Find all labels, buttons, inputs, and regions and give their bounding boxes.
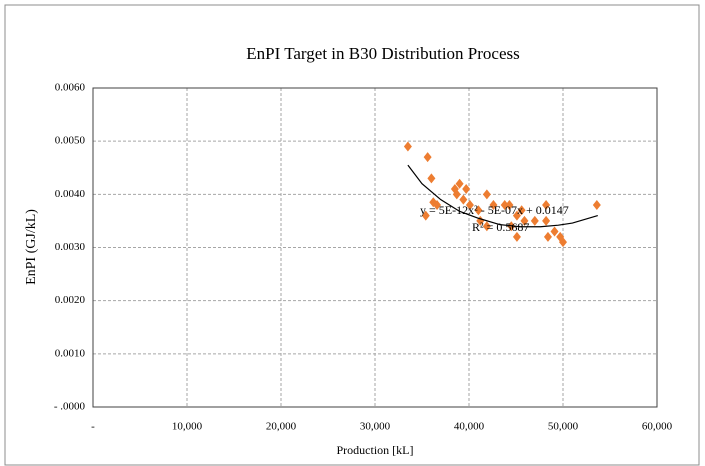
x-tick-label: - (91, 421, 95, 433)
x-tick-label: 20,000 (266, 421, 297, 433)
y-tick-label: 0.0010 (55, 347, 86, 359)
point (462, 184, 471, 195)
point (403, 141, 412, 152)
y-axis-label: EnPI (GJ/kL) (24, 209, 39, 285)
y-tick-label: 0.0050 (55, 135, 86, 147)
plot-border (92, 87, 658, 408)
x-tick-label: 10,000 (172, 421, 203, 433)
point (542, 199, 551, 210)
y-tick-label: 0.0030 (55, 241, 86, 253)
y-tick-label: 0.0060 (55, 82, 86, 94)
trendline-equation: y = 5E-12x² - 5E-07x + 0.0147 (420, 203, 569, 217)
point (482, 221, 491, 232)
point (512, 210, 521, 221)
point (520, 215, 529, 226)
point (455, 178, 464, 189)
point (559, 237, 567, 248)
point (421, 210, 430, 221)
point (505, 199, 514, 210)
chart-border (4, 4, 700, 466)
y-tick-label: - .0000 (54, 401, 86, 413)
trendline (407, 164, 598, 228)
point (465, 199, 474, 210)
point (482, 189, 491, 200)
point (452, 189, 461, 200)
y-tick-label: 0.0020 (55, 294, 86, 306)
point (550, 226, 559, 237)
x-tick-label: 40,000 (454, 421, 485, 433)
point (489, 199, 498, 210)
point (433, 199, 442, 210)
point (542, 215, 551, 226)
point (427, 173, 436, 184)
point (543, 231, 552, 242)
point (500, 199, 509, 210)
x-tick-label: 60,000 (642, 421, 673, 433)
x-tick-label: 50,000 (548, 421, 579, 433)
trendline-r2: R² = 0.5687 (472, 220, 529, 234)
y-tick-label: 0.0040 (55, 188, 86, 200)
point (592, 199, 601, 210)
point (512, 231, 521, 242)
chart-title: EnPI Target in B30 Distribution Process (246, 44, 519, 63)
point (530, 215, 539, 226)
point (474, 205, 483, 216)
point (423, 152, 432, 163)
x-tick-label: 30,000 (360, 421, 391, 433)
x-axis-label: Production [kL] (337, 443, 414, 457)
point (459, 194, 468, 205)
point (517, 205, 526, 216)
